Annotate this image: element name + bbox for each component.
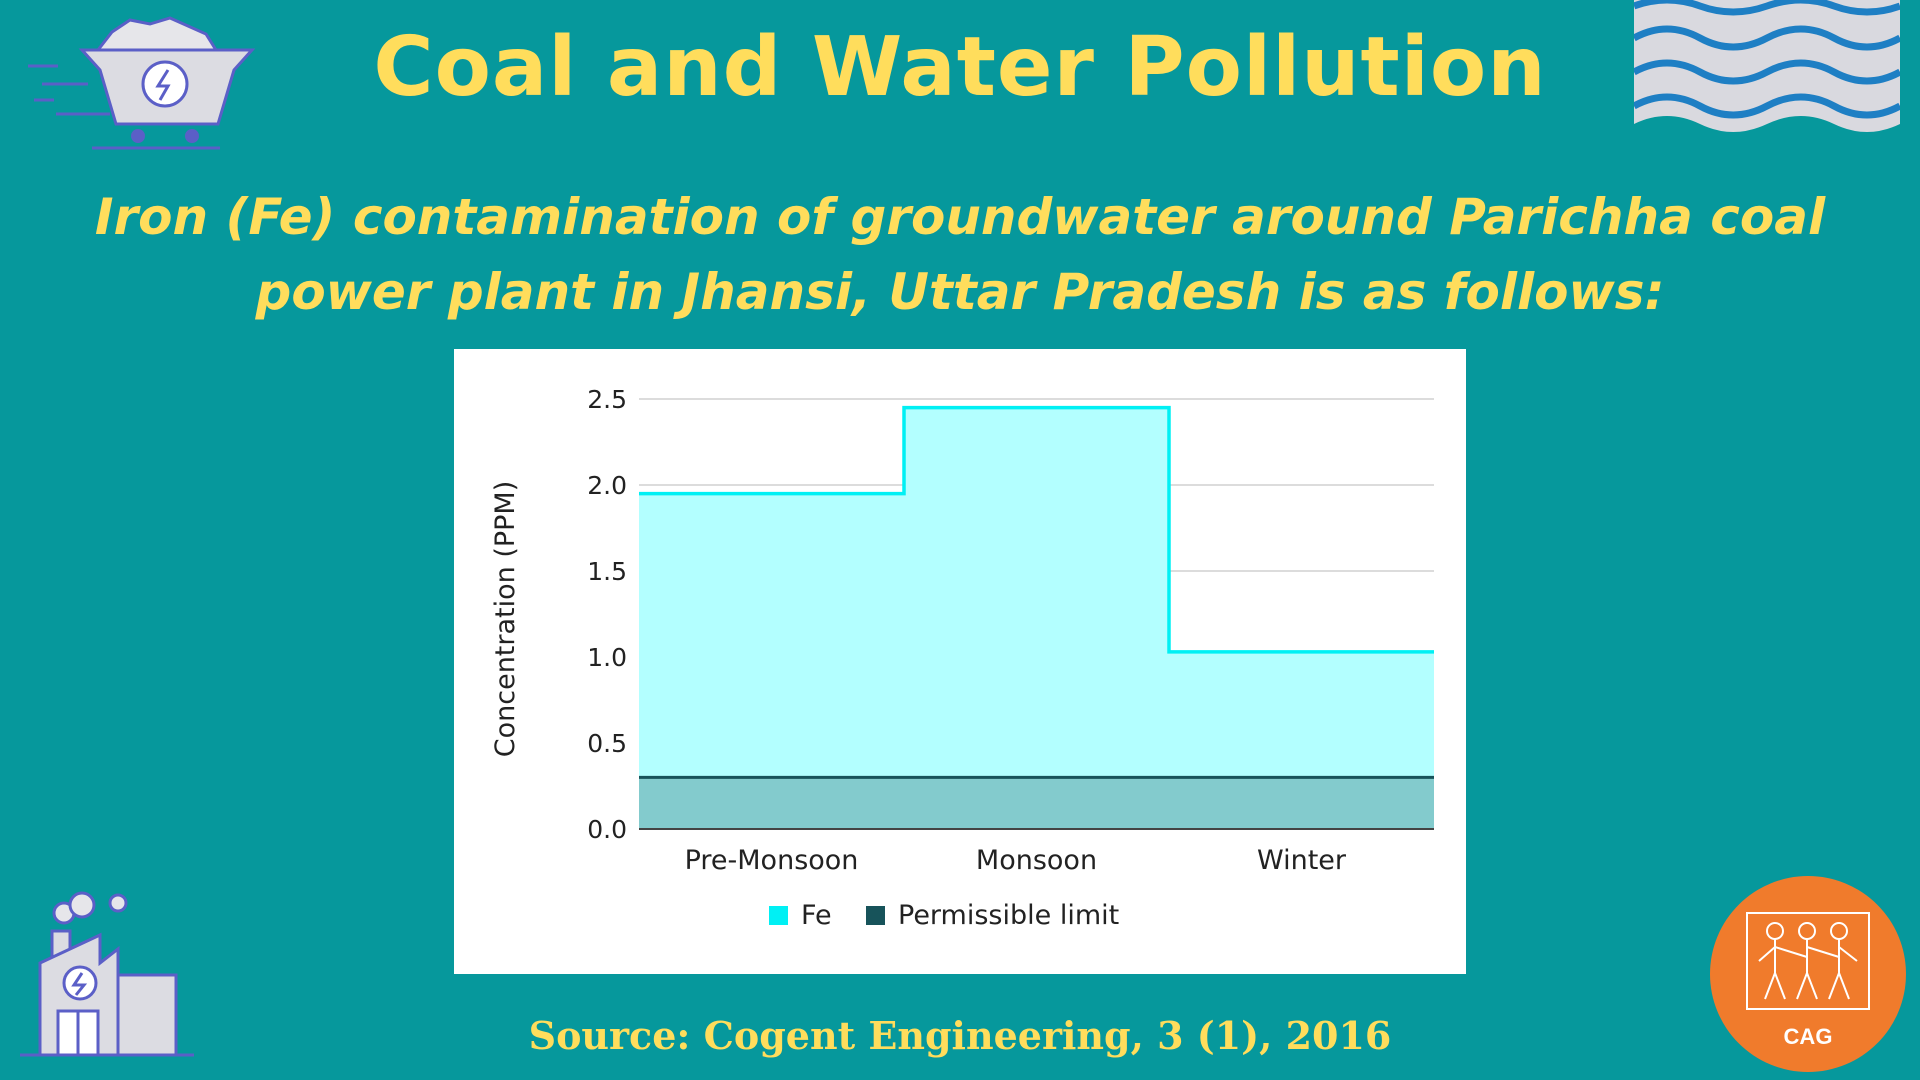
legend-label-limit: Permissible limit <box>898 900 1119 931</box>
permissible-limit-area <box>639 777 1434 829</box>
y-tick-label: 0.0 <box>587 815 627 844</box>
people-holding-hands-icon <box>1746 912 1870 1010</box>
x-tick-label: Pre-Monsoon <box>685 845 859 876</box>
page-subtitle: Iron (Fe) contamination of groundwater a… <box>94 188 1826 321</box>
legend-swatch-fe <box>769 906 788 925</box>
x-tick-label: Winter <box>1257 845 1347 876</box>
y-tick-label: 0.5 <box>587 729 627 758</box>
x-tick-label: Monsoon <box>976 845 1097 876</box>
source-citation: Source: Cogent Engineering, 3 (1), 2016 <box>528 1013 1392 1058</box>
logo-text: CAG <box>1783 1024 1833 1049</box>
fe-line <box>639 405 1434 654</box>
y-tick-label: 1.5 <box>587 557 627 586</box>
legend-swatch-limit <box>866 906 885 925</box>
y-tick-label: 2.5 <box>587 385 627 414</box>
water-waves-icon <box>1634 0 1900 136</box>
chart-panel: 0.0 0.5 1.0 1.5 2.0 2.5 Pre-Monsoon Monsoon Wint… <box>454 349 1466 974</box>
fe-concentration-chart: 0.0 0.5 1.0 1.5 2.0 2.5 Pre-Monsoon Monsoon Wint… <box>490 385 1434 931</box>
fe-area <box>639 407 1434 829</box>
y-axis-label: Concentration (PPM) <box>490 481 521 758</box>
legend-label-fe: Fe <box>801 900 832 931</box>
coal-cart-icon <box>28 16 256 150</box>
y-tick-label: 1.0 <box>587 643 627 672</box>
y-tick-label: 2.0 <box>587 471 627 500</box>
page-title: Coal and Water Pollution <box>373 20 1547 115</box>
power-plant-icon <box>20 891 194 1057</box>
cag-logo: CAG <box>1710 876 1906 1072</box>
